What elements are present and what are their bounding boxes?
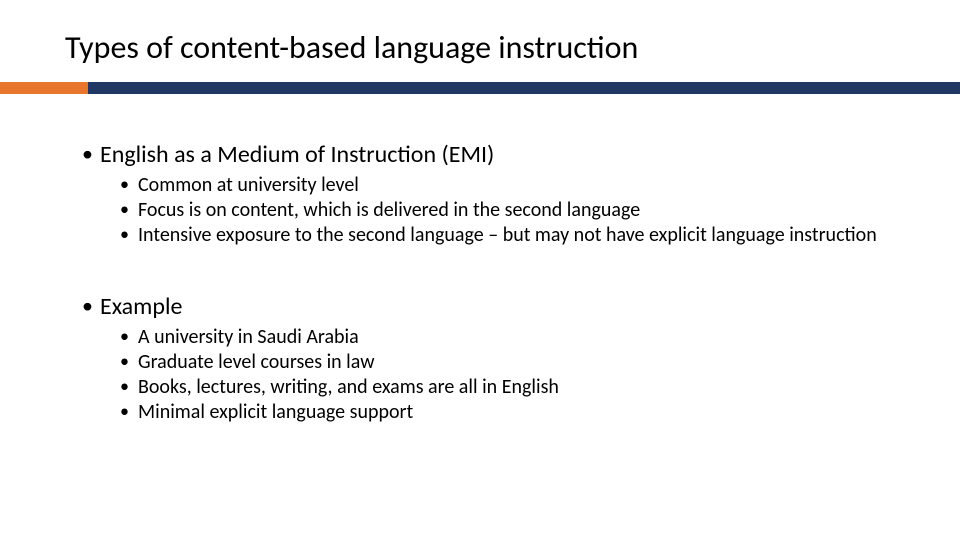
bullet-item: Intensive exposure to the second languag… xyxy=(82,223,910,248)
bullet-item: Focus is on content, which is delivered … xyxy=(82,198,910,223)
section-heading: Example xyxy=(82,292,910,321)
slide: Types of content-based language instruct… xyxy=(0,0,960,540)
slide-content: English as a Medium of Instruction (EMI)… xyxy=(82,130,910,425)
divider-accent-navy xyxy=(88,82,960,94)
section-gap xyxy=(82,248,910,282)
bullet-item: Books, lectures, writing, and exams are … xyxy=(82,375,910,400)
divider-accent-orange xyxy=(0,82,88,94)
bullet-item: A university in Saudi Arabia xyxy=(82,325,910,350)
section-heading: English as a Medium of Instruction (EMI) xyxy=(82,140,910,169)
title-divider xyxy=(0,82,960,94)
bullet-item: Minimal explicit language support xyxy=(82,400,910,425)
bullet-item: Common at university level xyxy=(82,173,910,198)
slide-title: Types of content-based language instruct… xyxy=(65,28,638,67)
bullet-item: Graduate level courses in law xyxy=(82,350,910,375)
